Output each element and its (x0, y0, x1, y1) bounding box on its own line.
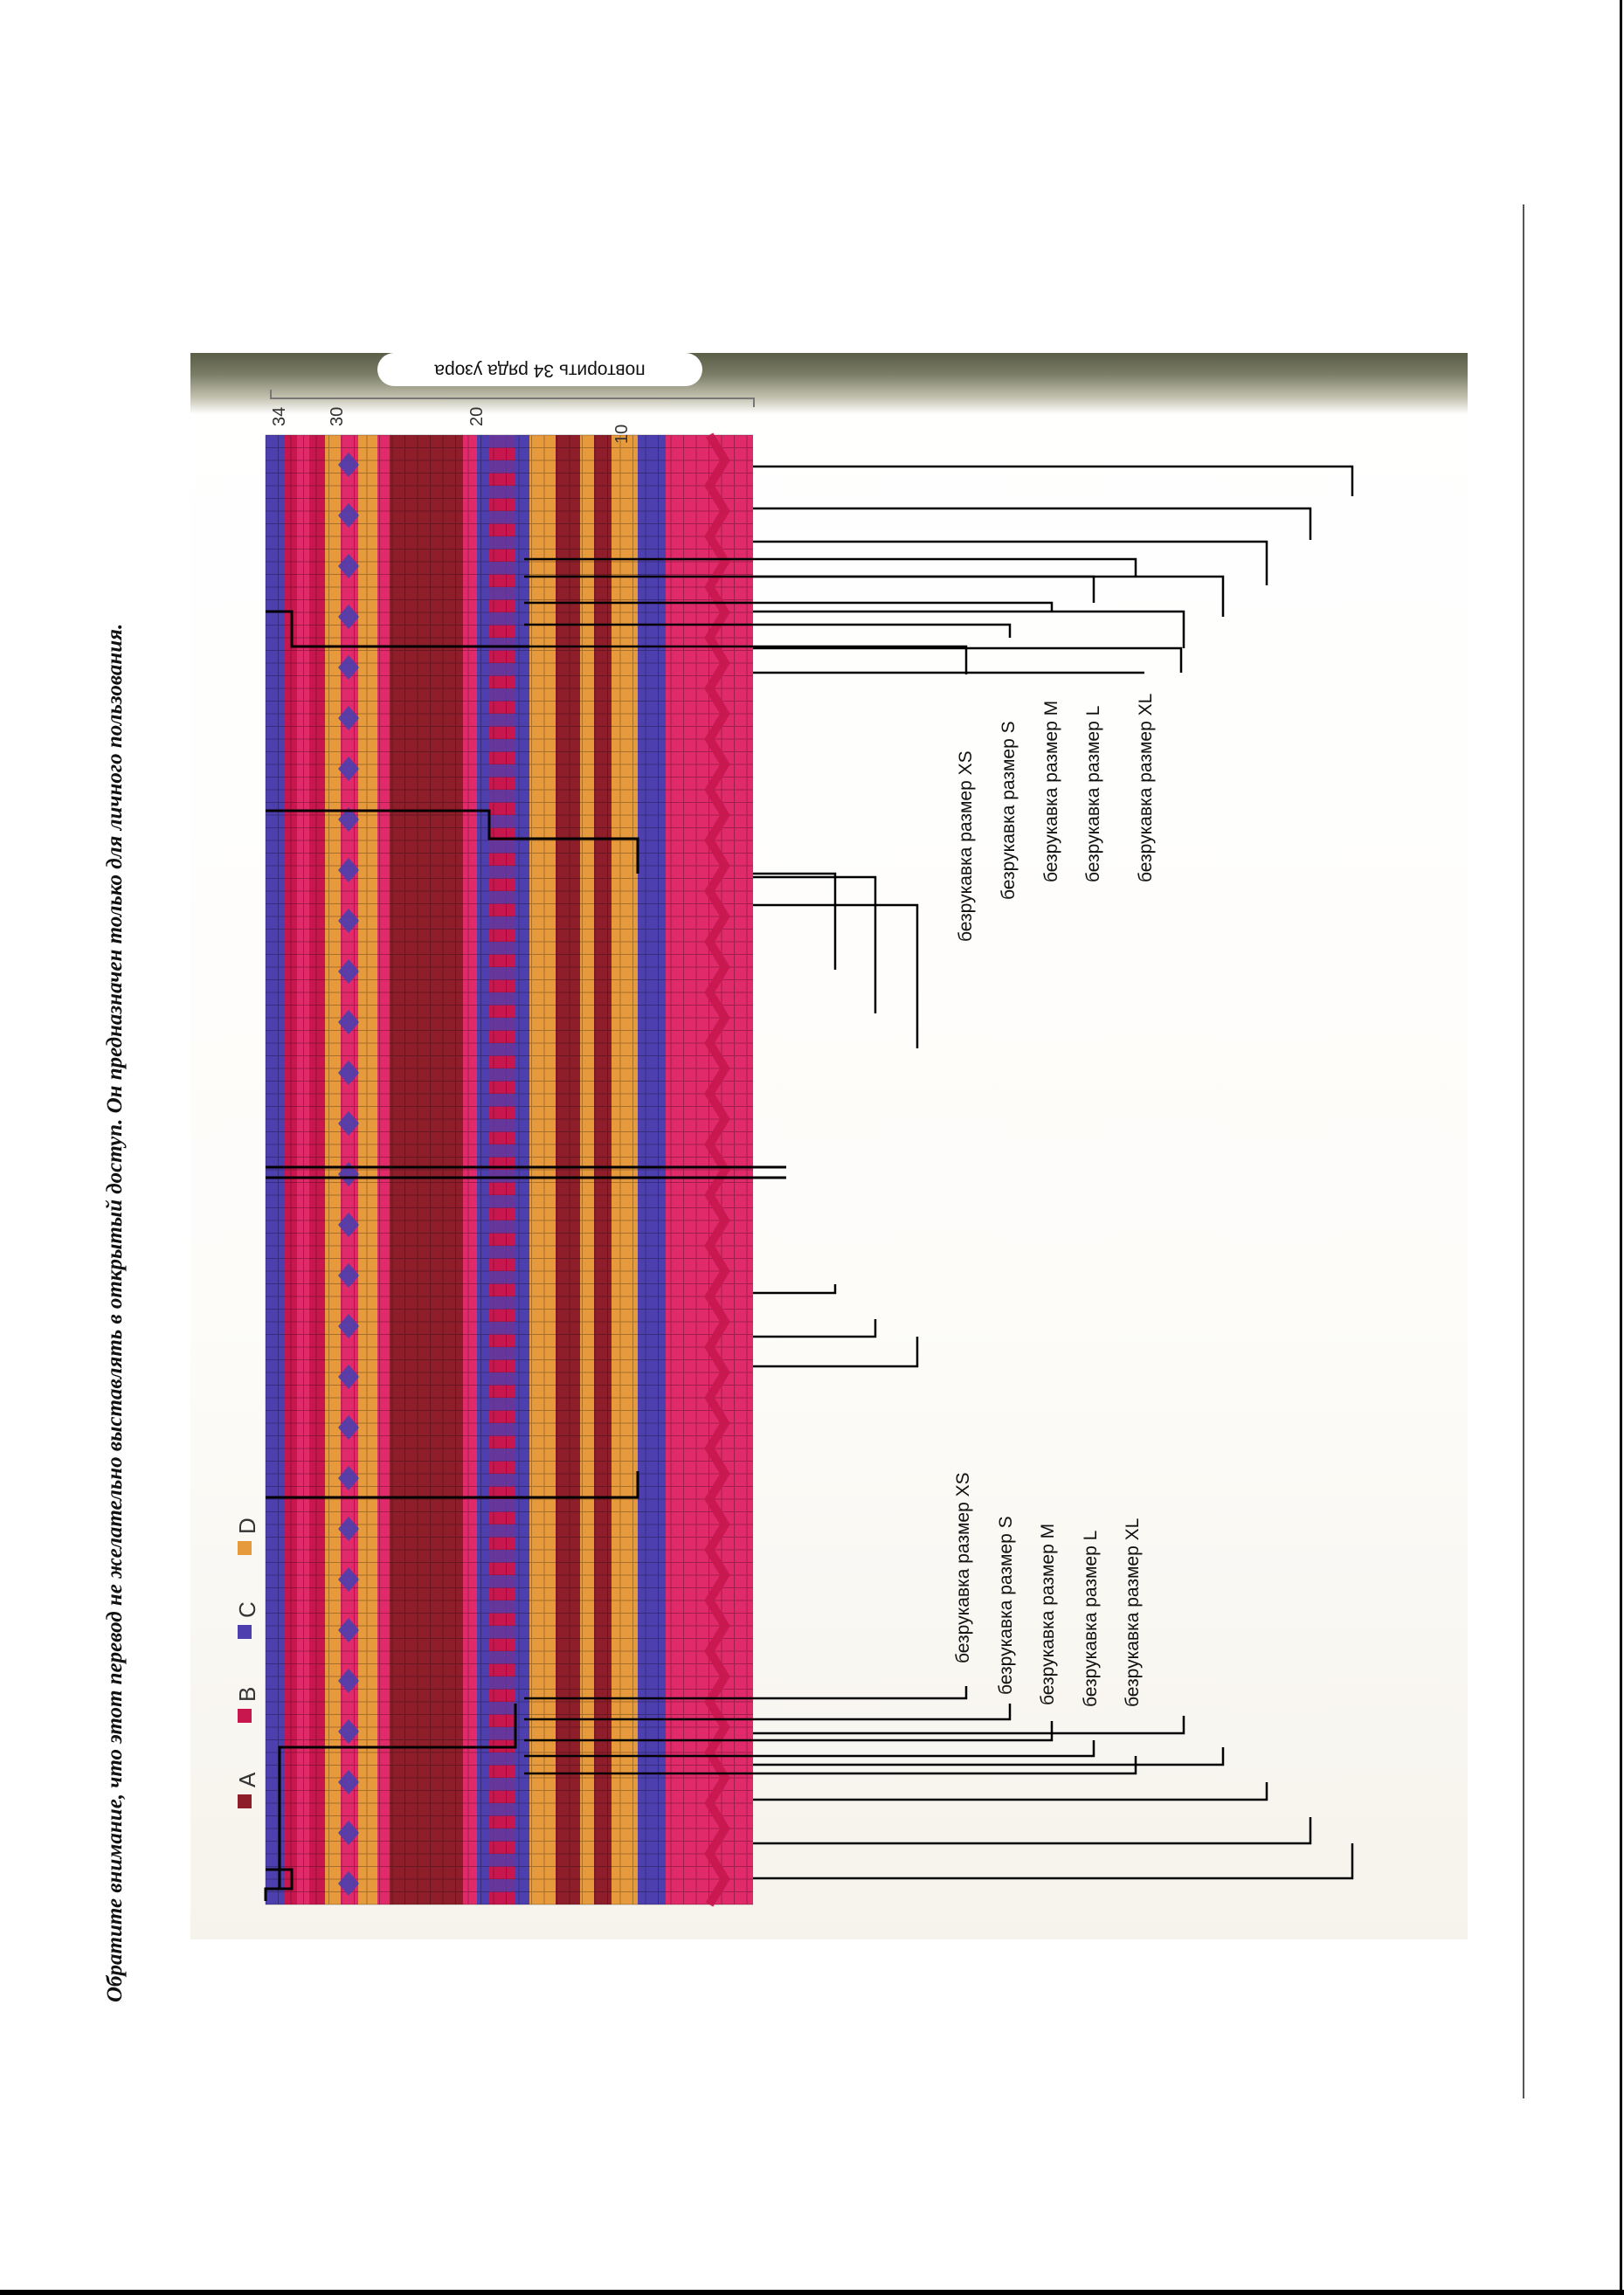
outline-bottom-2 (278, 1704, 517, 1889)
color-legend: A B C D (234, 1517, 260, 1808)
repeat-bracket (270, 390, 755, 407)
repeat-label: повторить 34 ряда узора (434, 360, 646, 380)
leader-top-1 (753, 507, 1312, 540)
size-label-top-xl: безрукавка размер XL (1136, 694, 1156, 882)
page-side-rule (1523, 204, 1524, 2098)
leader-size-top-0 (524, 645, 968, 674)
leader-bottom-2 (753, 1782, 1268, 1801)
legend-key-b: B (234, 1687, 260, 1702)
leader-mid-5 (753, 1284, 837, 1295)
size-label-top-m: безрукавка размер M (1041, 701, 1061, 882)
leader-top-2 (753, 540, 1268, 585)
outline-bottom-3 (266, 1471, 639, 1499)
leader-size-bottom-4 (524, 1756, 1137, 1775)
chart-band-8 (390, 435, 463, 1904)
leader-size-top-3 (524, 575, 1095, 603)
chart-band-16 (594, 435, 612, 1904)
size-label-top-xs: безрукавка размер XS (956, 750, 976, 942)
chart-motifs (338, 432, 730, 1907)
chart-band-4 (325, 435, 341, 1904)
leader-top-0 (753, 465, 1354, 496)
chart-band-2 (297, 435, 309, 1904)
zigzag-motif (704, 432, 730, 1907)
leader-mid-1 (753, 875, 877, 1013)
legend-swatch-d (238, 1541, 252, 1555)
chart-band-14 (556, 435, 580, 1904)
chart-band-17 (612, 435, 638, 1904)
chart-band-18 (638, 435, 666, 1904)
outline-middle (266, 1165, 786, 1179)
size-label-bottom-l: безрукавка размер L (1081, 1531, 1101, 1707)
size-label-bottom-xl: безрукавка размер XL (1123, 1518, 1143, 1707)
chart-band-0 (266, 435, 285, 1904)
leader-top-4 (753, 610, 1185, 648)
checker-motif (489, 435, 515, 1892)
leader-mid-2 (753, 872, 837, 970)
outline-bottom-1 (264, 1868, 294, 1901)
row-number-20: 20 (467, 407, 487, 426)
size-label-bottom-xs: безрукавка размер XS (953, 1472, 973, 1663)
leader-size-bottom-3 (524, 1740, 1095, 1758)
leader-bottom-4 (753, 1716, 1185, 1735)
row-number-30: 30 (328, 407, 347, 426)
diamond-motif (338, 453, 359, 1896)
legend-swatch-a (238, 1794, 252, 1808)
leader-bottom-1 (753, 1817, 1312, 1845)
page-border-right (1620, 0, 1622, 2295)
legend-key-a: A (234, 1772, 260, 1787)
size-label-bottom-s: безрукавка размер S (996, 1516, 1016, 1695)
leader-bottom-0 (753, 1843, 1354, 1880)
leader-size-top-2 (524, 601, 1054, 612)
chart-band-15 (580, 435, 594, 1904)
size-label-bottom-m: безрукавка размер M (1038, 1524, 1058, 1705)
leader-mid-4 (753, 1319, 877, 1338)
chart-band-10 (477, 435, 489, 1904)
size-leader-lines (524, 465, 1354, 1880)
repeat-label-bubble: повторить 34 ряда узора (377, 353, 702, 386)
size-label-top-l: безрукавка размер L (1083, 706, 1103, 882)
size-labels-top: безрукавка размер XS безрукавка размер S… (956, 694, 1156, 942)
page-border-bottom (0, 2290, 1624, 2295)
chart-band-12 (515, 435, 529, 1904)
chart-band-19 (666, 435, 753, 1904)
leader-size-bottom-1 (524, 1704, 1012, 1721)
leader-mid-3 (753, 1337, 919, 1368)
outline-top-1 (266, 809, 639, 874)
leader-size-top-1 (524, 623, 1012, 638)
outline-top-2 (266, 610, 529, 648)
legend-key-d: D (234, 1517, 260, 1534)
leader-mid-0 (753, 903, 919, 1048)
leader-size-top-4 (524, 557, 1137, 577)
legend-swatch-c (238, 1625, 252, 1639)
chart-band-7 (377, 435, 390, 1904)
leader-top-5 (753, 646, 1183, 673)
chart-band-9 (463, 435, 477, 1904)
row-number-34: 34 (270, 407, 289, 426)
chart-band-3 (309, 435, 325, 1904)
row-number-10: 10 (612, 425, 632, 444)
leader-bottom-3 (753, 1747, 1225, 1766)
leader-size-bottom-2 (524, 1721, 1054, 1742)
leader-size-bottom-0 (524, 1686, 968, 1700)
chart-bands (266, 435, 753, 1904)
legend-swatch-b (238, 1709, 252, 1723)
legend-key-c: C (234, 1601, 260, 1618)
chart-band-6 (358, 435, 377, 1904)
chart-band-13 (529, 435, 556, 1904)
size-labels-bottom: безрукавка размер XS безрукавка размер S… (953, 1472, 1143, 1707)
chart-band-1 (285, 435, 297, 1904)
size-label-top-s: безрукавка размер S (999, 721, 1019, 900)
size-outlines (264, 610, 786, 1901)
